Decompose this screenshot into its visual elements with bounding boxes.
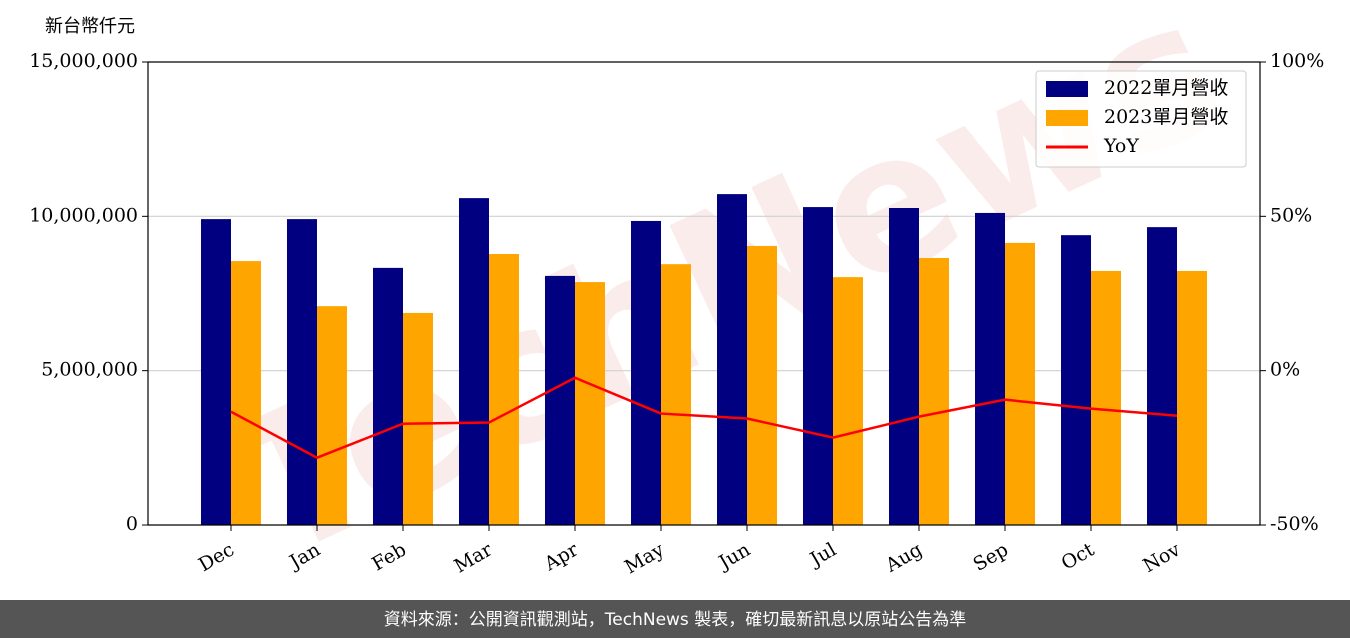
bar xyxy=(1147,227,1178,526)
bar xyxy=(1005,242,1036,525)
footer-bar xyxy=(0,600,1350,638)
bar xyxy=(574,282,605,525)
y2-tick-label: 100% xyxy=(1270,50,1324,72)
y2-tick-label: -50% xyxy=(1270,513,1319,535)
bar xyxy=(230,261,261,525)
bar xyxy=(747,245,778,525)
bar xyxy=(919,258,950,525)
bar xyxy=(458,198,489,525)
x-tick-label: Nov xyxy=(1139,538,1184,577)
y2-tick-label: 0% xyxy=(1270,359,1300,381)
legend-label: 2023單月營收 xyxy=(1104,106,1228,128)
bar xyxy=(200,219,231,525)
bar xyxy=(544,275,575,525)
bar xyxy=(316,306,347,525)
bar xyxy=(488,253,519,525)
x-tick-label: Jul xyxy=(805,539,840,572)
y-tick-label: 5,000,000 xyxy=(41,359,138,381)
y-tick-label: 0 xyxy=(126,513,138,535)
legend-swatch xyxy=(1046,81,1088,97)
y-tick-label: 10,000,000 xyxy=(29,204,138,226)
line xyxy=(230,376,1178,460)
bar xyxy=(286,219,317,525)
x-tick-label: Jun xyxy=(713,539,754,575)
x-tick-label: Apr xyxy=(540,538,583,575)
x-tick-label: Oct xyxy=(1058,538,1099,574)
legend-label: YoY xyxy=(1103,135,1139,157)
bar xyxy=(402,312,433,525)
bar xyxy=(717,194,748,526)
bar xyxy=(1091,270,1122,525)
x-tick-label: Sep xyxy=(969,539,1012,576)
bar xyxy=(975,212,1006,526)
bar xyxy=(372,267,403,525)
bar xyxy=(1177,270,1208,525)
footer: 資料來源：公開資訊觀測站，TechNews 製表，確切最新訊息以原站公告為準 xyxy=(384,610,966,630)
x-tick-label: May xyxy=(621,538,668,578)
legend-swatch xyxy=(1046,110,1088,126)
bar xyxy=(803,207,834,525)
bar xyxy=(1061,235,1092,526)
y-tick-label: 15,000,000 xyxy=(29,50,138,72)
bar xyxy=(833,277,864,525)
plot-frame xyxy=(147,61,1261,526)
x-tick-label: Aug xyxy=(881,539,926,578)
y-axis-title: 新台幣仟元 xyxy=(45,16,135,37)
x-tick-label: Mar xyxy=(450,538,496,577)
bar xyxy=(660,264,691,525)
legend-box xyxy=(1035,70,1247,168)
bar xyxy=(630,220,661,526)
x-tick-label: Dec xyxy=(195,539,238,577)
y2-tick-label: 50% xyxy=(1270,204,1312,226)
bar xyxy=(889,207,920,525)
legend-label: 2022單月營收 xyxy=(1104,77,1228,99)
